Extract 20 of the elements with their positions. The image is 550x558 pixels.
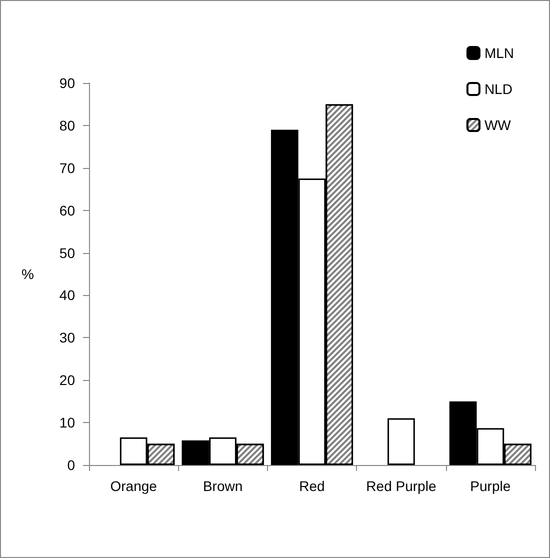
y-axis-title: % (22, 266, 34, 282)
legend-label: NLD (484, 81, 512, 97)
y-tick-label: 70 (59, 160, 76, 176)
x-tick-label: Red (299, 478, 325, 494)
y-tick-label: 60 (59, 202, 76, 218)
x-tick-label: Purple (470, 478, 511, 494)
y-tick-label: 20 (59, 372, 76, 388)
y-tick-label: 50 (59, 244, 76, 261)
x-tick-label: Brown (202, 478, 243, 494)
bar (388, 418, 415, 465)
y-tick-label: 40 (59, 287, 76, 304)
x-tick-label: Orange (110, 478, 158, 494)
x-tick-label: Red Purple (366, 478, 436, 494)
y-tick-label: 30 (59, 330, 76, 346)
legend-label: MLN (484, 45, 514, 61)
y-tick-label: 10 (59, 414, 76, 431)
y-tick-label: 0 (67, 457, 76, 473)
y-tick-label: 90 (59, 75, 76, 91)
legend-label: WW (484, 117, 512, 133)
y-tick-label: 80 (59, 117, 76, 134)
